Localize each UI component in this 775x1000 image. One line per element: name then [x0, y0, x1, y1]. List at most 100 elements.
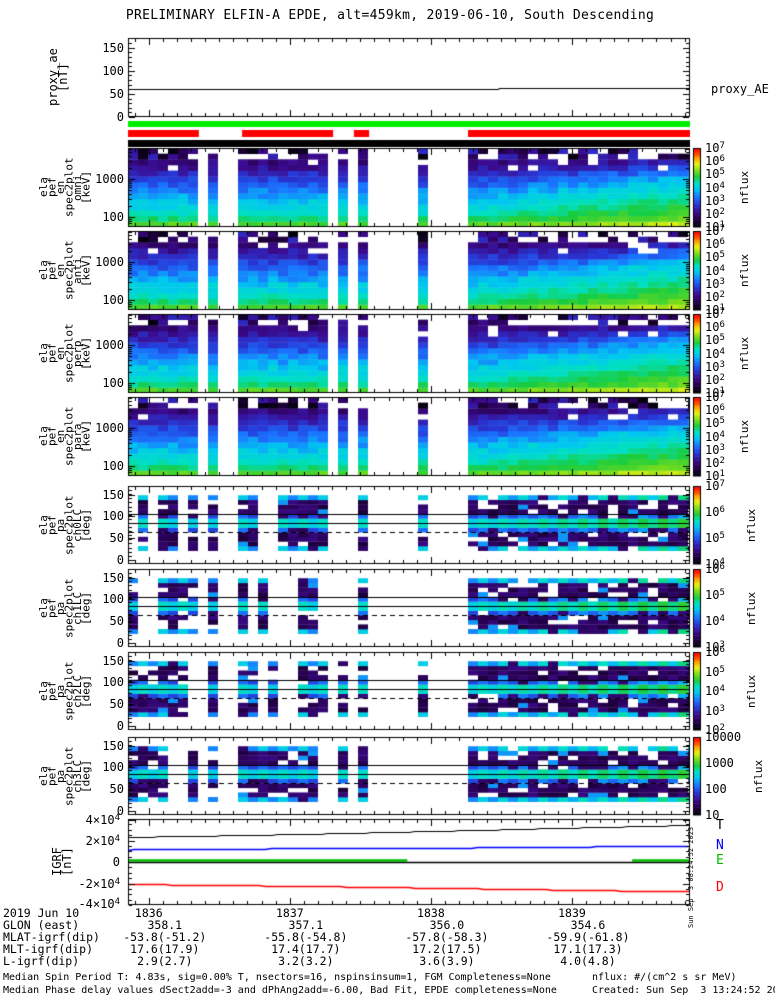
y-tick-label: -4×104 — [78, 896, 120, 911]
igrf-trace-label-N: N — [716, 838, 724, 853]
colorbar-tick-label: 105 — [705, 250, 725, 265]
x-tick-label: 1837 — [275, 906, 304, 920]
footer-line-1: Median Spin Period T: 4.83s, sig=0.00% T… — [3, 972, 551, 983]
y-tick-label: 150 — [102, 738, 124, 753]
colorbar-tick-label: 106 — [705, 505, 725, 519]
page-title: PRELIMINARY ELFIN-A EPDE, alt=459km, 201… — [125, 8, 655, 23]
colorbar-tick-label: 105 — [705, 588, 725, 602]
y-tick-label: 50 — [109, 86, 124, 101]
colorbar-tick-label: 104 — [705, 684, 725, 698]
created-timestamp-vertical: Sun Sep 3 08:24:52 2023 — [687, 826, 695, 928]
y-tick-label: 0 — [116, 635, 124, 650]
y-tick-label: 150 — [102, 40, 124, 55]
colorbar-tick-label: 104 — [705, 614, 725, 628]
y-tick-label: 50 — [109, 697, 124, 712]
ephemeris-value: -53.8(-51.2) — [123, 930, 207, 944]
row-header-mlat: MLAT-igrf(dip) — [3, 930, 100, 944]
y-tick-label: 1000 — [95, 337, 124, 352]
ephemeris-value: -57.8(-58.3) — [405, 930, 489, 944]
colorbar-tick-label: 105 — [705, 664, 725, 679]
y-tick-label: 100 — [102, 210, 124, 225]
colorbar-tick-label: 107 — [705, 390, 725, 404]
colorbar-title-nflux: nflux — [738, 253, 751, 288]
row-header-glon: GLON (east) — [3, 918, 80, 932]
y-tick-label: 50 — [109, 531, 124, 546]
colorbar-title-nflux: nflux — [738, 336, 751, 371]
y-tick-label: 0 — [116, 552, 124, 567]
y-tick-label: 4×104 — [85, 813, 120, 828]
colorbar-tick-label: 106 — [705, 320, 725, 335]
colorbar-tick-label: 106 — [705, 237, 725, 252]
colorbar-tick-label: 107 — [705, 479, 725, 493]
ephemeris-value: -59.9(-61.8) — [546, 930, 630, 944]
y-tick-label: 0 — [116, 803, 124, 818]
y-tick-label: 100 — [102, 675, 124, 690]
ephemeris-value: 17.2(17.5) — [412, 942, 482, 956]
y-tick-label: 1000 — [95, 254, 124, 269]
colorbar-tick-label: 105 — [705, 416, 725, 431]
colorbar-tick-label: 107 — [705, 141, 725, 155]
colorbar-tick-label: 102 — [705, 723, 725, 737]
x-tick-label: 1836 — [134, 906, 163, 920]
y-tick-label: 100 — [102, 293, 124, 308]
colorbar-tick-label: 106 — [705, 154, 725, 169]
ephemeris-value: -55.8(-54.8) — [264, 930, 348, 944]
colorbar-tick-label: 103 — [705, 359, 725, 374]
colorbar-tick-label: 102 — [705, 455, 725, 470]
igrf-trace-label-T: T — [716, 818, 724, 833]
colorbar-tick-label: 104 — [705, 557, 725, 571]
colorbar-title-nflux: nflux — [745, 591, 758, 625]
ephemeris-value: 4.0(4.8) — [560, 954, 616, 968]
ephemeris-value: 17.6(17.9) — [130, 942, 200, 956]
y-tick-label: 50 — [109, 614, 124, 629]
colorbar-tick-label: 102 — [705, 206, 725, 221]
colorbar-title-nflux: nflux — [738, 419, 751, 454]
colorbar-tick-label: 103 — [705, 442, 725, 457]
ephemeris-value: 2.9(2.7) — [137, 954, 193, 968]
colorbar-tick-label: 10000 — [705, 730, 742, 744]
y-tick-label: 1000 — [95, 171, 124, 186]
colorbar-tick-label: 107 — [705, 224, 725, 238]
y-tick-label: 100 — [102, 63, 124, 78]
colorbar-tick-label: 101 — [705, 303, 725, 317]
colorbar-tick-label: 107 — [705, 307, 725, 321]
date-label: 2019 Jun 10 — [3, 906, 80, 920]
y-tick-label: -2×104 — [78, 876, 120, 891]
y-tick-label: 2×104 — [85, 833, 120, 848]
colorbar-tick-label: 106 — [705, 645, 725, 659]
y-tick-label: 150 — [102, 570, 124, 585]
ephemeris-value: 358.1 — [147, 918, 183, 932]
y-tick-label: 1000 — [95, 420, 124, 435]
colorbar-tick-label: 106 — [705, 562, 725, 576]
y-tick-label: 50 — [109, 782, 124, 797]
y-tick-label: 0 — [116, 109, 124, 124]
colorbar-tick-label: 103 — [705, 640, 725, 654]
colorbar-tick-label: 1000 — [705, 756, 734, 770]
proxy-ae-right-label: proxy_AE — [711, 82, 769, 96]
colorbar-tick-label: 101 — [705, 220, 725, 234]
y-tick-label: 100 — [102, 459, 124, 474]
colorbar-tick-label: 104 — [705, 429, 725, 444]
colorbar-tick-label: 106 — [705, 403, 725, 418]
x-tick-label: 1839 — [558, 906, 586, 920]
ephemeris-value: 17.4(17.7) — [271, 942, 341, 956]
row-header-mlt: MLT-igrf(dip) — [3, 942, 94, 956]
y-tick-label: 100 — [102, 592, 124, 607]
footer-line-2: Median Phase delay values dSect2add=-3 a… — [3, 985, 557, 996]
y-tick-label: 0 — [116, 718, 124, 733]
y-tick-label: 100 — [102, 376, 124, 391]
y-tick-label: 150 — [102, 487, 124, 502]
ephemeris-value: 17.1(17.3) — [553, 942, 623, 956]
colorbar-title-nflux: nflux — [738, 170, 751, 205]
colorbar-tick-label: 104 — [705, 346, 725, 361]
igrf-trace-label-E: E — [716, 853, 724, 868]
colorbar-tick-label: 105 — [705, 167, 725, 182]
colorbar-tick-label: 100 — [705, 782, 727, 796]
colorbar-title-nflux: nflux — [745, 508, 758, 542]
footer-nflux-units: nflux: #/(cm^2 s sr MeV) — [592, 972, 737, 983]
colorbar-tick-label: 104 — [705, 263, 725, 278]
colorbar-title-nflux: nflux — [752, 759, 765, 793]
y-tick-label: 150 — [102, 653, 124, 668]
